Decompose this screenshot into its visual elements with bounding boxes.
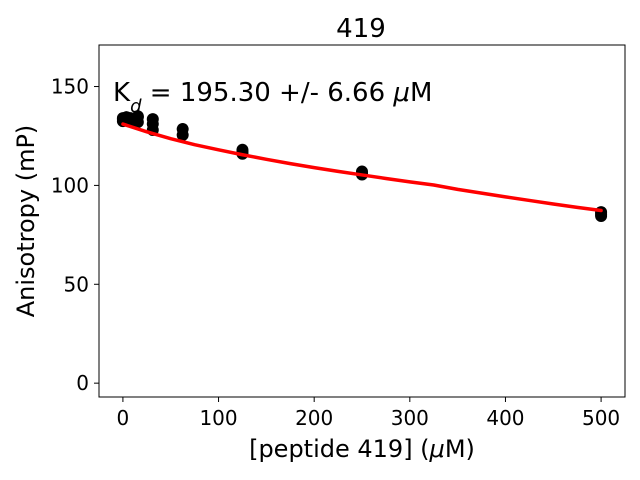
y-axis-ticks: 0 50 100 150 [51,75,99,395]
plot-content [116,110,608,223]
y-axis-label: Anisotropy (mP) [12,125,40,318]
kd-annotation-k: K [113,78,131,108]
x-tick-label: 400 [486,406,524,430]
data-point [131,111,144,124]
kd-annotation-subscript: d [130,96,142,117]
kd-annotation: Kd = 195.30 +/- 6.66 μM [113,78,432,117]
x-tick-label: 0 [117,406,130,430]
y-tick-label: 150 [51,75,89,99]
kd-annotation-unit: M [410,78,432,108]
x-axis-label-main: [peptide 419] ( [249,435,429,463]
chart-title: 419 [336,14,386,44]
y-tick-label: 100 [51,173,89,197]
x-axis-label-mu: μ [429,435,445,463]
y-tick-label: 0 [76,371,89,395]
data-point [146,118,159,131]
data-point [176,128,189,141]
x-tick-label: 100 [199,406,237,430]
x-axis-ticks: 0 100 200 300 400 500 [117,397,620,430]
x-axis-label: [peptide 419] (μM) [249,435,475,463]
x-tick-label: 500 [582,406,620,430]
kd-annotation-value: = 195.30 +/- 6.66 [142,78,394,108]
y-tick-label: 50 [64,272,89,296]
plot-frame [98,44,626,398]
kd-annotation-mu: μ [392,78,410,108]
fit-curve [121,122,603,213]
x-tick-label: 300 [391,406,429,430]
x-tick-label: 200 [295,406,333,430]
x-axis-label-end: M) [445,435,475,463]
